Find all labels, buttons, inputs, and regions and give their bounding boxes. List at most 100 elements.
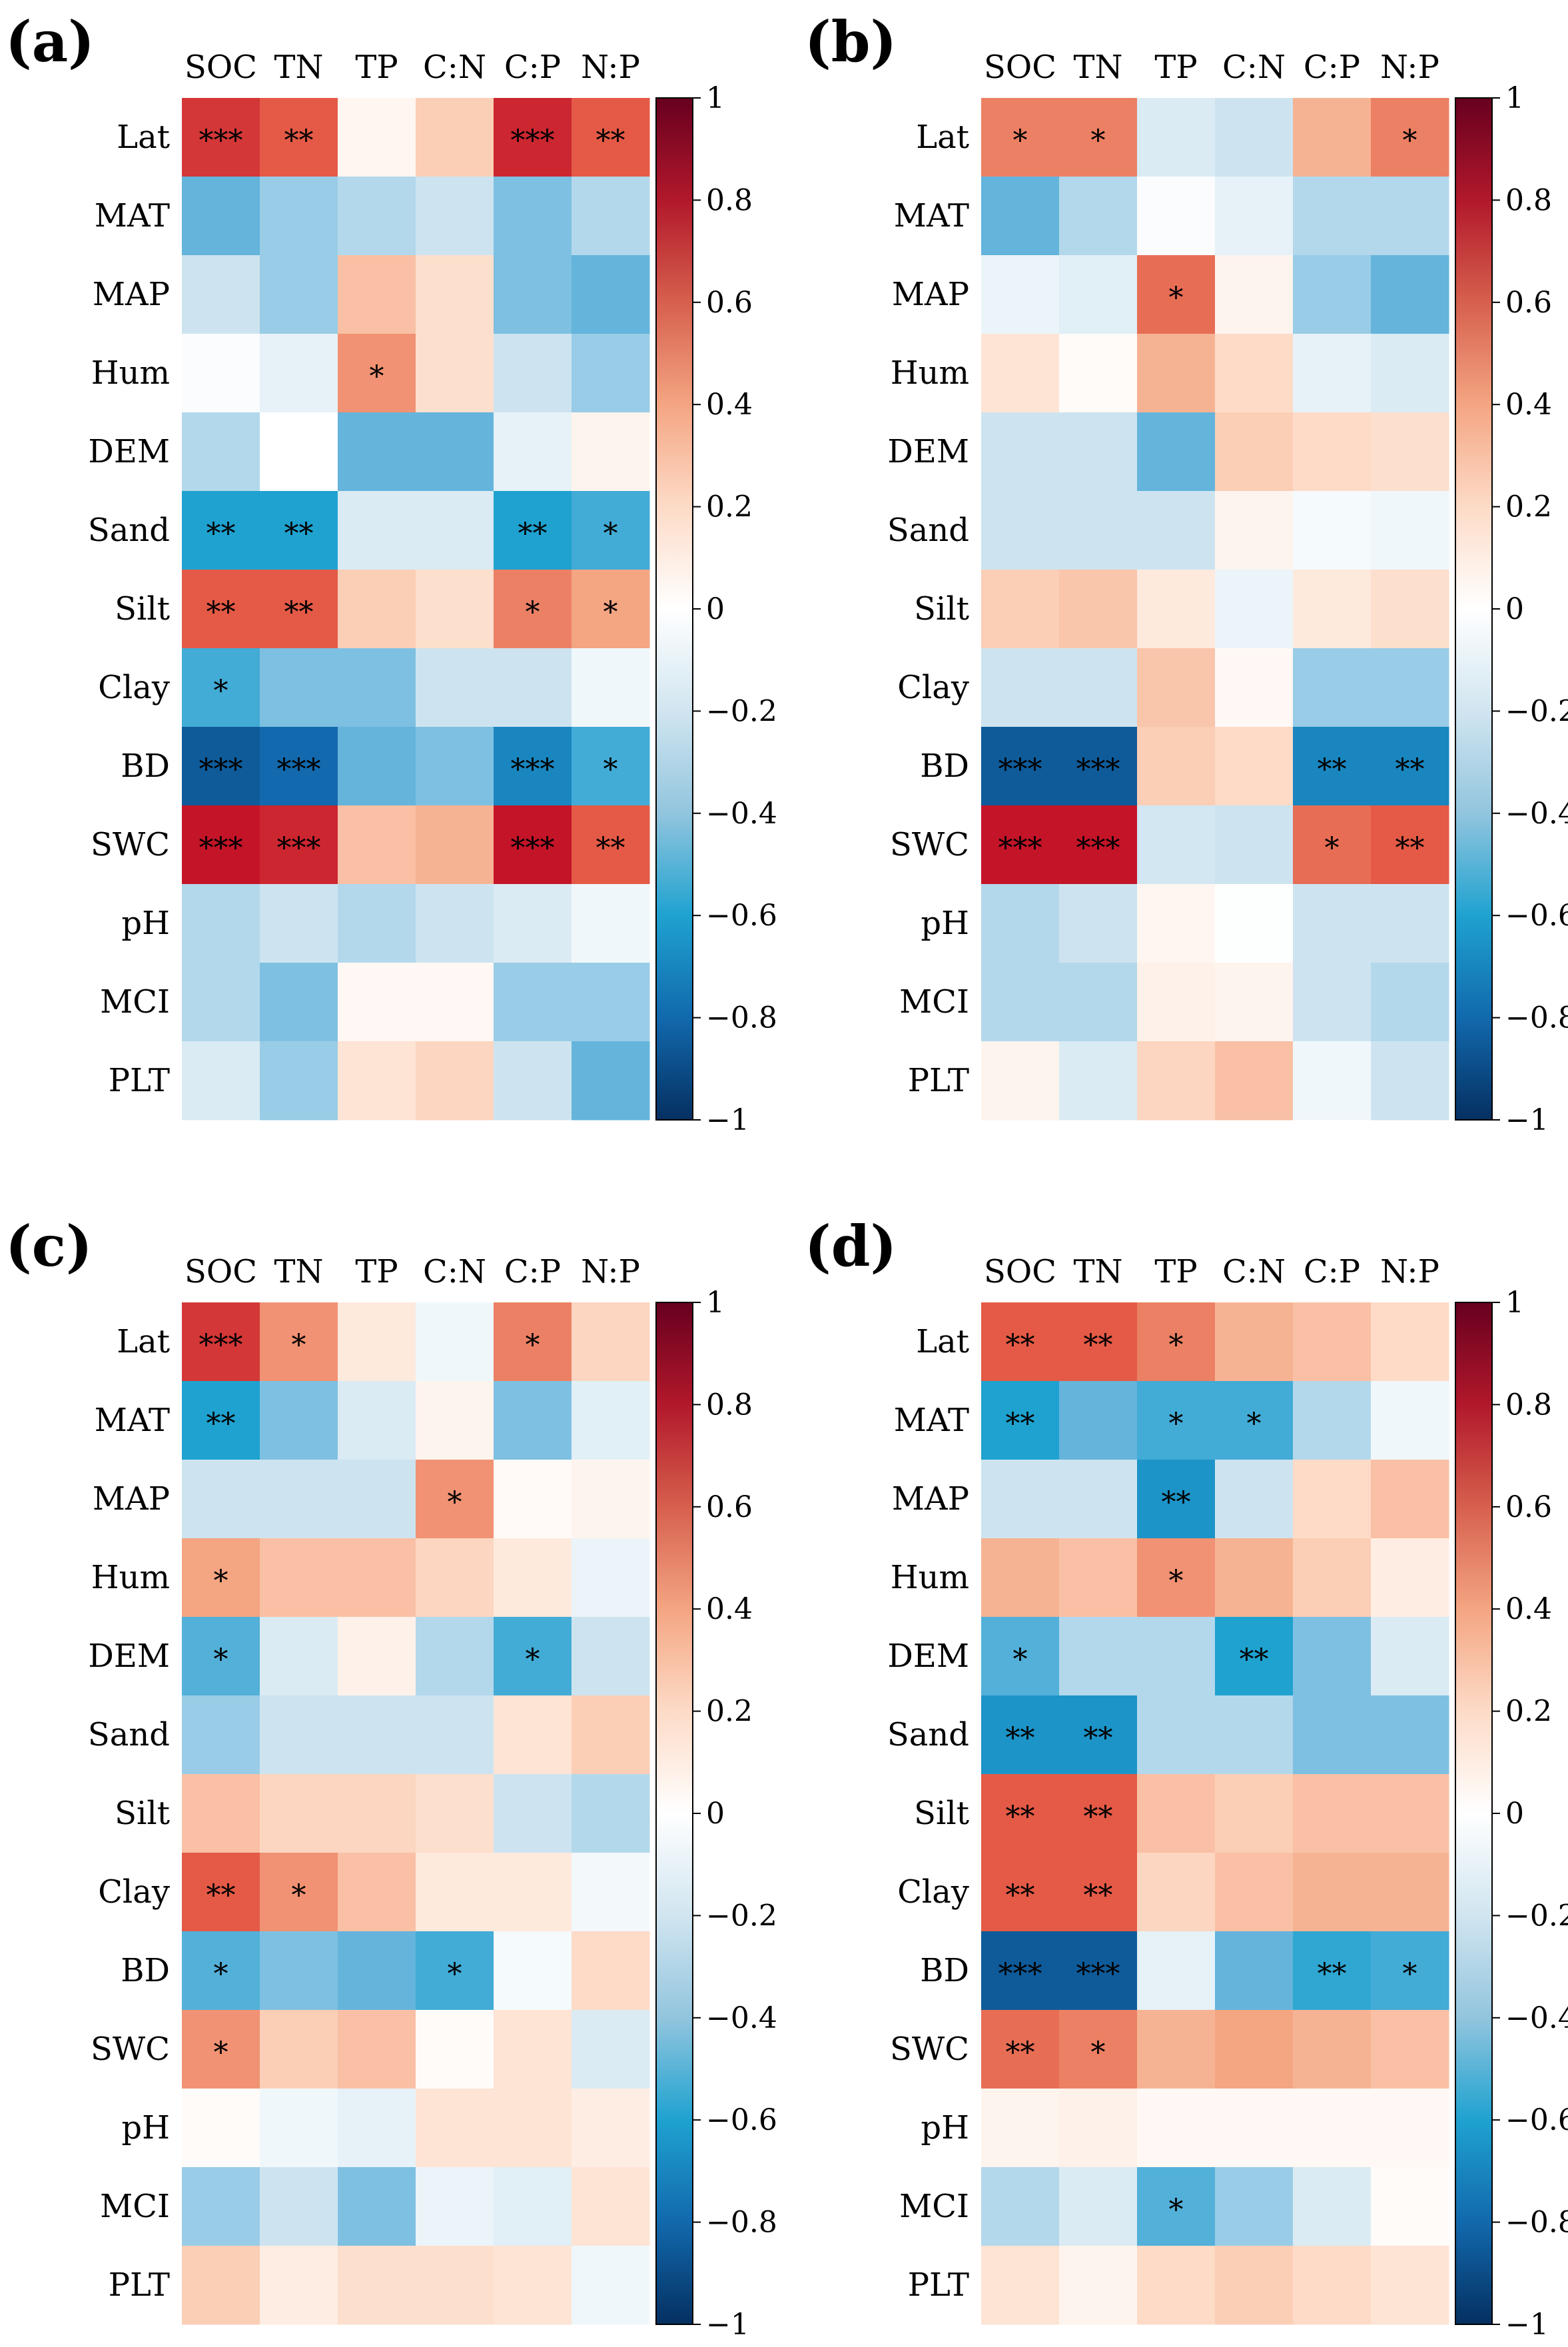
heatmap-cell <box>1293 1617 1372 1696</box>
column-label: SOC <box>185 1253 257 1290</box>
heatmap-cell <box>572 2089 650 2168</box>
heatmap-cell <box>981 2246 1060 2325</box>
heatmap-cell <box>1215 963 1294 1042</box>
heatmap-cell <box>1293 334 1372 413</box>
heatmap-cell <box>1059 255 1138 334</box>
row-label: MCI <box>100 983 170 1021</box>
heatmap-cell <box>260 1381 338 1460</box>
row-label: pH <box>921 905 969 942</box>
heatmap-cell <box>572 1302 650 1382</box>
significance-marker: * <box>1169 1564 1184 1598</box>
heatmap-cell <box>1059 1774 1138 1853</box>
heatmap-cell <box>494 1302 572 1382</box>
heatmap-panel-a: (a) SOC TN TP C:N C:P N:P Lat MAT MAP Hum DEM Sand Si… <box>5 9 777 1137</box>
column-label: N:P <box>1380 49 1439 86</box>
significance-marker: * <box>1013 124 1028 158</box>
heatmap-cell <box>182 1853 260 1932</box>
heatmap-cell <box>1137 884 1216 963</box>
significance-marker: ** <box>1084 1879 1113 1913</box>
heatmap-cell <box>338 1853 416 1932</box>
row-label: pH <box>121 2109 170 2146</box>
heatmap-cell <box>1293 1460 1372 1539</box>
heatmap-cell <box>182 1617 260 1696</box>
heatmap-cell <box>338 1931 416 2011</box>
heatmap-cell <box>416 963 494 1042</box>
heatmap-cell <box>1215 1041 1294 1121</box>
significance-marker: * <box>214 674 228 708</box>
significance-marker: ** <box>1006 1721 1035 1755</box>
heatmap-cell <box>416 1381 494 1460</box>
heatmap-cell <box>494 2089 572 2168</box>
heatmap-cell <box>1293 963 1372 1042</box>
significance-marker: * <box>448 1957 462 1991</box>
heatmap-cell <box>416 1460 494 1539</box>
heatmap-cell <box>572 1460 650 1539</box>
significance-marker: ** <box>206 517 236 551</box>
colorbar-tick-label: 0.8 <box>1505 183 1552 217</box>
heatmap-cell <box>416 1538 494 1618</box>
significance-marker: ** <box>1395 831 1425 865</box>
heatmap-cell <box>1059 963 1138 1042</box>
heatmap-cell <box>182 727 260 806</box>
heatmap-cell <box>572 1695 650 1775</box>
heatmap-cell <box>981 255 1060 334</box>
significance-marker: ** <box>1006 1328 1035 1362</box>
column-label: TN <box>1073 49 1122 86</box>
colorbar <box>1455 1302 1493 2325</box>
heatmap-cell <box>182 1695 260 1775</box>
row-label: Sand <box>887 1716 969 1753</box>
row-label: MAT <box>95 1402 170 1439</box>
heatmap-panel-b: (b) SOC TN TP C:N C:P N:P Lat MAT MAP Hum DEM Sand Si… <box>805 9 1568 1137</box>
heatmap-cell <box>1137 491 1216 570</box>
heatmap-cell <box>182 648 260 727</box>
heatmap-cell <box>981 334 1060 413</box>
heatmap-cell <box>572 648 650 727</box>
heatmap-cell <box>1137 334 1216 413</box>
heatmap-cell <box>1215 1460 1294 1539</box>
heatmap-cell <box>1215 1617 1294 1696</box>
heatmap-cell <box>1059 648 1138 727</box>
row-label: BD <box>920 1952 969 1989</box>
colorbar-tick-label: −0.8 <box>706 2206 777 2240</box>
heatmap-cell <box>182 1538 260 1618</box>
row-label: Sand <box>88 512 170 549</box>
heatmap-cell <box>338 1381 416 1460</box>
row-label: Clay <box>98 669 170 706</box>
heatmap-cell <box>182 570 260 649</box>
heatmap-cell <box>572 2246 650 2325</box>
colorbar-tick-label: 0.4 <box>1505 1592 1552 1626</box>
row-label: DEM <box>88 1638 170 1675</box>
heatmap-cell <box>1371 255 1449 334</box>
colorbar-tick-label: 1 <box>1505 1286 1524 1320</box>
heatmap-cell <box>182 2010 260 2089</box>
colorbar-tick-label: 0.2 <box>706 1695 753 1729</box>
heatmap-cell <box>572 255 650 334</box>
column-label: C:N <box>423 1253 486 1290</box>
heatmap-cell <box>1293 177 1372 256</box>
heatmap-cell <box>416 805 494 885</box>
heatmap-cell <box>182 1460 260 1539</box>
heatmap-cell <box>1059 570 1138 649</box>
heatmap-cell <box>981 2167 1060 2246</box>
heatmap-cell <box>1293 412 1372 492</box>
heatmap-cell <box>1137 1617 1216 1696</box>
heatmap-cell <box>1293 1774 1372 1853</box>
heatmap-cell <box>572 177 650 256</box>
colorbar-tick-label: 0.4 <box>706 388 753 422</box>
column-label: SOC <box>185 49 257 86</box>
heatmap-cell <box>1137 1695 1216 1775</box>
heatmap-cell <box>1137 1460 1216 1539</box>
heatmap-cell <box>1215 2246 1294 2325</box>
heatmap-cell <box>1371 1041 1449 1121</box>
heatmap-cell <box>1137 412 1216 492</box>
colorbar-tick-label: 1 <box>1505 81 1524 115</box>
heatmap-cell <box>572 1041 650 1121</box>
heatmap-cell <box>416 727 494 806</box>
row-label: PLT <box>109 1062 170 1099</box>
heatmap-cell <box>1293 2246 1372 2325</box>
colorbar-tick-label: −0.2 <box>1505 694 1568 728</box>
heatmap-cell <box>338 727 416 806</box>
heatmap-cell <box>182 177 260 256</box>
row-label: Clay <box>897 669 969 706</box>
heatmap-cell <box>416 412 494 492</box>
